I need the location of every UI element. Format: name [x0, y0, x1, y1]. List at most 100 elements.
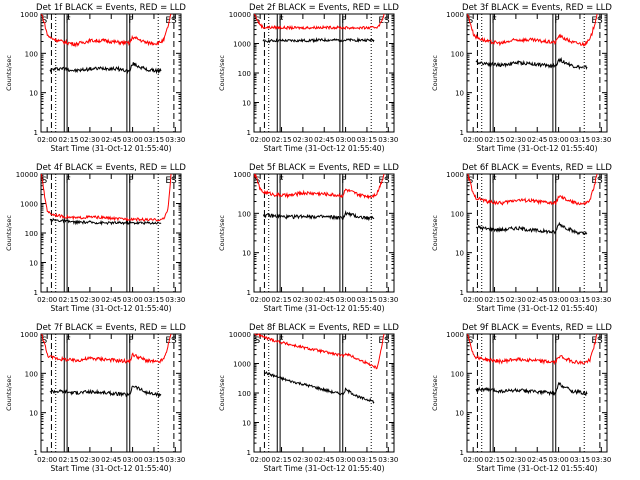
chart-title: Det 8f BLACK = Events, RED = LLD	[249, 323, 399, 333]
y-tick-label: 100	[238, 390, 251, 398]
x-tick-label: 03:15	[357, 456, 377, 464]
y-tick-label: 1	[247, 289, 251, 297]
series-line-lld	[41, 333, 172, 365]
region-marker-label: F	[279, 336, 284, 346]
y-tick-label: 1000	[446, 11, 464, 19]
x-tick-label: 03:00	[122, 296, 142, 304]
chart-title: Det 5f BLACK = Events, RED = LLD	[249, 163, 399, 173]
x-tick-label: 03:30	[165, 456, 185, 464]
chart-panel-2: Det 2f BLACK = Events, RED = LLD Counts/s…	[218, 3, 399, 153]
x-tick-label: 02:45	[314, 136, 334, 144]
x-tick-label: 03:15	[570, 136, 590, 144]
x-tick-label: 02:30	[293, 296, 313, 304]
x-tick-label: 02:30	[506, 136, 526, 144]
x-tick-label: 02:30	[293, 456, 313, 464]
region-marker-label: E	[591, 16, 597, 26]
chart-title: Det 7f BLACK = Events, RED = LLD	[36, 323, 186, 333]
series-line-events	[262, 36, 375, 44]
region-marker-label: S	[597, 176, 603, 186]
region-marker-label: F	[341, 176, 346, 186]
x-tick-label: 02:15	[58, 296, 78, 304]
region-marker-label: S	[597, 336, 603, 346]
x-tick-label: 02:15	[271, 136, 291, 144]
chart-panel-7: Det 7f BLACK = Events, RED = LLD Counts/s…	[5, 323, 186, 473]
x-axis-label: Start Time (31-Oct-12 01:55:40)	[476, 464, 597, 473]
x-tick-label: 02:45	[527, 456, 547, 464]
y-tick-label: 100	[451, 210, 464, 218]
x-tick-label: 02:30	[506, 456, 526, 464]
x-tick-label: 02:45	[314, 296, 334, 304]
y-tick-label: 1	[247, 449, 251, 457]
x-tick-label: 02:00	[463, 456, 483, 464]
region-marker-label: S	[171, 176, 177, 186]
x-tick-label: 02:15	[271, 456, 291, 464]
chart-panel-8: Det 8f BLACK = Events, RED = LLD Counts/s…	[218, 323, 399, 473]
region-marker-label: E	[378, 336, 384, 346]
chart-title: Det 2f BLACK = Events, RED = LLD	[249, 3, 399, 13]
x-tick-label: 02:30	[80, 136, 100, 144]
region-marker-label: S	[171, 336, 177, 346]
region-marker-label: F	[554, 176, 559, 186]
region-marker-label: F	[492, 176, 497, 186]
y-axis-label: Counts/sec	[431, 55, 439, 91]
region-marker-label: F	[66, 16, 71, 26]
region-marker-label: S	[467, 16, 473, 26]
y-tick-label: 10000	[229, 331, 251, 339]
region-marker-label: F	[128, 176, 133, 186]
y-axis-label: Counts/sec	[218, 215, 226, 251]
x-tick-label: 03:00	[335, 456, 355, 464]
y-axis-label: Counts/sec	[218, 375, 226, 411]
x-tick-label: 02:45	[101, 456, 121, 464]
x-tick-label: 02:00	[37, 456, 57, 464]
chart-panel-6: Det 6f BLACK = Events, RED = LLD Counts/s…	[431, 163, 612, 313]
chart-panel-4: Det 4f BLACK = Events, RED = LLD Counts/s…	[5, 163, 186, 313]
x-tick-label: 02:00	[463, 296, 483, 304]
x-axis-label: Start Time (31-Oct-12 01:55:40)	[476, 304, 597, 313]
series-line-events	[262, 210, 375, 222]
x-axis-label: Start Time (31-Oct-12 01:55:40)	[50, 464, 171, 473]
y-tick-label: 10000	[16, 171, 38, 179]
chart-panel-9: Det 9f BLACK = Events, RED = LLD Counts/s…	[431, 323, 612, 473]
y-tick-label: 1	[460, 449, 464, 457]
x-tick-label: 02:00	[250, 456, 270, 464]
region-marker-label: E	[591, 176, 597, 186]
x-tick-label: 02:15	[484, 296, 504, 304]
x-tick-label: 02:30	[80, 456, 100, 464]
y-tick-label: 1000	[446, 331, 464, 339]
y-tick-label: 10	[242, 420, 251, 428]
x-tick-label: 02:45	[101, 136, 121, 144]
x-tick-label: 03:00	[548, 456, 568, 464]
y-tick-label: 1	[34, 449, 38, 457]
x-tick-label: 02:00	[463, 136, 483, 144]
region-marker-label: F	[554, 16, 559, 26]
chart-panel-1: Det 1f BLACK = Events, RED = LLD Counts/s…	[5, 3, 186, 153]
x-tick-label: 03:00	[122, 136, 142, 144]
y-tick-label: 1000	[446, 171, 464, 179]
chart-panel-5: Det 5f BLACK = Events, RED = LLD Counts/s…	[218, 163, 399, 313]
plot-frame	[40, 13, 182, 133]
x-tick-label: 02:15	[58, 456, 78, 464]
y-tick-label: 1000	[233, 361, 251, 369]
region-marker-label: F	[492, 16, 497, 26]
chart-title: Det 9f BLACK = Events, RED = LLD	[462, 323, 612, 333]
x-tick-label: 03:15	[570, 456, 590, 464]
x-tick-label: 03:00	[122, 456, 142, 464]
plot-frame	[253, 13, 395, 133]
y-tick-label: 1000	[233, 171, 251, 179]
region-marker-label: S	[254, 336, 260, 346]
series-line-lld	[467, 173, 598, 206]
x-tick-label: 03:30	[378, 296, 398, 304]
y-tick-label: 10	[242, 250, 251, 258]
series-line-lld	[254, 333, 385, 370]
x-tick-label: 03:15	[357, 136, 377, 144]
region-marker-label: E	[378, 176, 384, 186]
y-axis-label: Counts/sec	[5, 375, 13, 411]
region-marker-label: F	[492, 336, 497, 346]
x-tick-label: 02:00	[37, 136, 57, 144]
x-axis-label: Start Time (31-Oct-12 01:55:40)	[476, 144, 597, 153]
series-line-lld	[41, 173, 172, 222]
region-marker-label: S	[384, 16, 390, 26]
region-marker-label: E	[165, 176, 171, 186]
region-marker-label: S	[41, 176, 47, 186]
x-tick-label: 03:15	[357, 296, 377, 304]
